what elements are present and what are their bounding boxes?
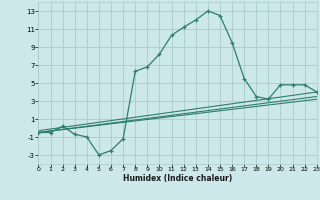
X-axis label: Humidex (Indice chaleur): Humidex (Indice chaleur) [123, 174, 232, 183]
